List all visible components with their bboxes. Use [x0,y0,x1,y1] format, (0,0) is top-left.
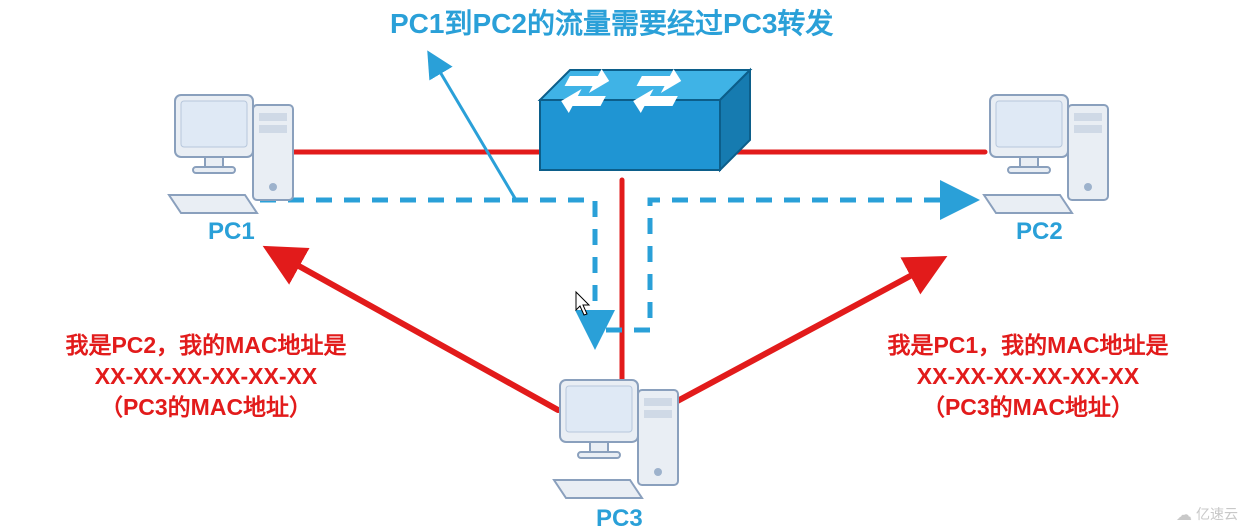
watermark: ☁ 亿速云 [1176,504,1238,524]
diagram-title: PC1到PC2的流量需要经过PC3转发 [390,2,833,42]
right-caption: 我是PC1，我的MAC地址是XX-XX-XX-XX-XX-XX（PC3的MAC地… [828,330,1228,423]
blue-traffic-path [260,200,972,342]
cloud-icon: ☁ [1176,505,1192,525]
diagram-stage [0,0,1246,528]
pc3-label: PC3 [596,505,643,528]
pc1-label: PC1 [208,218,255,246]
watermark-text: 亿速云 [1196,504,1238,524]
cursor-icon [576,292,589,315]
pc3-icon [554,380,678,498]
pc1-icon [169,95,293,213]
left-caption: 我是PC2，我的MAC地址是XX-XX-XX-XX-XX-XX（PC3的MAC地… [6,330,406,423]
pc2-icon [984,95,1108,213]
switch-icon [540,69,750,170]
title-pointer-arrow [430,55,516,200]
pc2-label: PC2 [1016,218,1063,246]
